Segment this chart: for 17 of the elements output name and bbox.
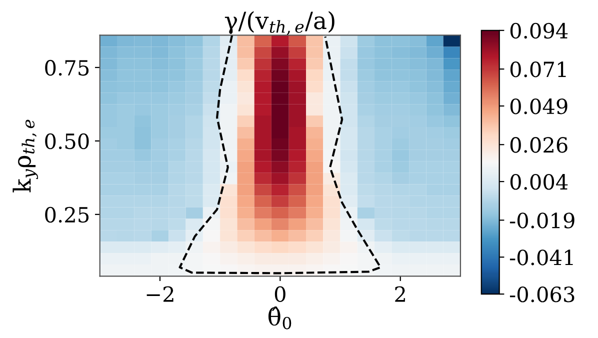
- x-tick-label: 2: [395, 286, 405, 302]
- y-tick-label: 0.75: [45, 60, 89, 76]
- color-bar-label: 0.026: [510, 137, 568, 153]
- chart-title: γ/(v$_{th,e}$/a): [224, 11, 334, 35]
- color-bar-label: -0.041: [510, 250, 573, 266]
- color-bar-label: -0.019: [510, 212, 574, 228]
- x-tick-label: 0: [274, 286, 286, 302]
- y-tick-label: 0.25: [45, 206, 89, 223]
- color-bar-label: 0.049: [510, 98, 568, 114]
- color-bar-label: 0.094: [510, 22, 568, 39]
- x-tick-label: −2: [146, 286, 174, 302]
- color-bar-label: -0.063: [510, 286, 574, 302]
- color-bar-label: 0.004: [510, 174, 568, 190]
- y-tick-label: 0.50: [45, 133, 89, 150]
- y-axis-title: k$_{y}$ρ$_{th,e}$: [12, 120, 38, 192]
- x-axis-title: θ̂$_{0}$: [268, 306, 292, 330]
- color-bar-label: 0.071: [510, 61, 566, 78]
